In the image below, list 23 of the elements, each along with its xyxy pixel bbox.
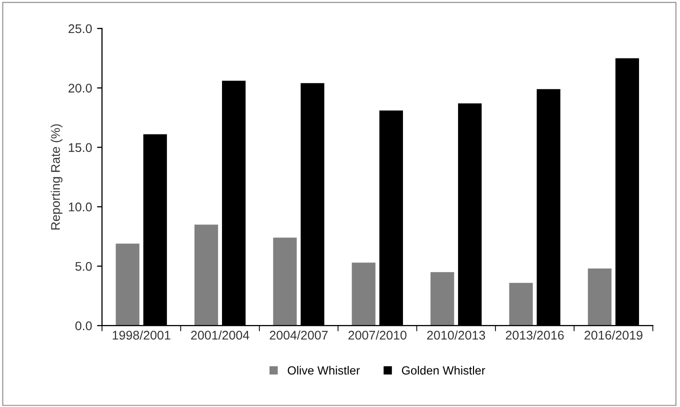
y-tick-label: 25.0 — [68, 24, 92, 34]
y-tick-label: 10.0 — [68, 202, 92, 212]
y-tick-label: 20.0 — [68, 84, 92, 93]
bar — [273, 238, 297, 326]
bar — [430, 272, 454, 326]
x-tick-label: 2004/2007 — [270, 330, 328, 340]
y-tick-label: 15.0 — [68, 143, 92, 152]
x-tick-label: 2007/2010 — [348, 330, 406, 340]
bar — [194, 224, 218, 326]
y-tick-label: 0.0 — [75, 321, 92, 330]
bar — [352, 262, 376, 326]
x-tick-label: 2016/2019 — [584, 330, 642, 340]
x-tick-label: 2001/2004 — [191, 330, 250, 340]
bar — [116, 244, 140, 326]
y-tick-label: 5.0 — [75, 262, 92, 271]
bar — [588, 268, 612, 326]
x-tick-label: 2010/2013 — [427, 330, 486, 340]
y-axis-title: Reporting Rate (%) — [50, 124, 62, 230]
legend-label: Olive Whistler — [288, 366, 360, 375]
x-tick-label: 1998/2001 — [112, 330, 170, 340]
x-tick-label: 2013/2016 — [506, 330, 564, 340]
legend-label: Golden Whistler — [402, 366, 486, 375]
bar — [509, 282, 533, 326]
